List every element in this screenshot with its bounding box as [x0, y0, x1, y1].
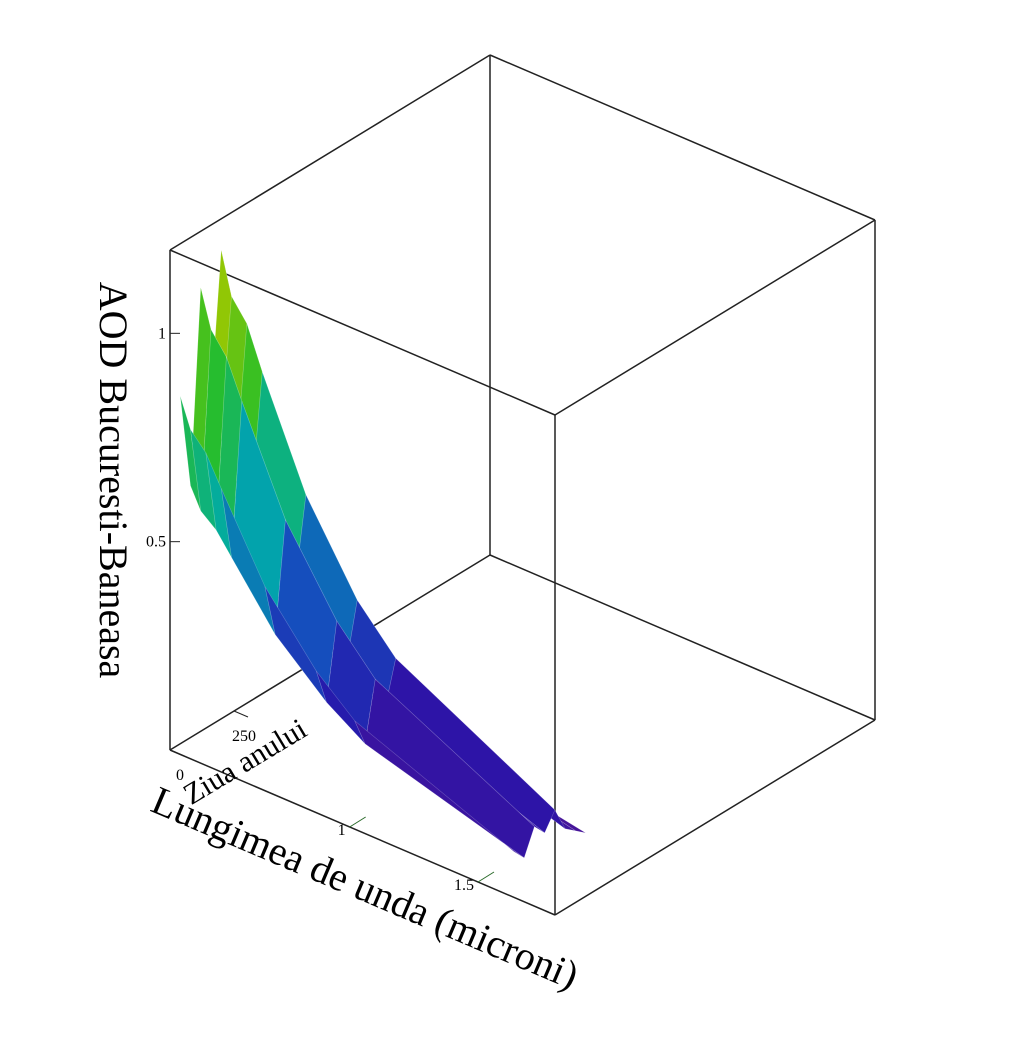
x-tick-label: 1 [338, 822, 346, 839]
box-edge [489, 554, 876, 721]
box-edge [554, 719, 876, 916]
x-tick [349, 816, 366, 828]
box-edge [554, 219, 876, 416]
box-edge [169, 249, 556, 416]
x-tick-label: 1.5 [454, 877, 474, 894]
box-edge [169, 749, 556, 916]
z-axis-label: AOD Bucuresti-Baneasa [91, 282, 136, 679]
z-tick-label: 1 [158, 325, 166, 342]
y-tick-label: 0 [176, 767, 184, 784]
y-tick-label: 250 [232, 728, 256, 745]
y-tick [233, 710, 249, 718]
y-tick [169, 749, 185, 757]
surface-cell [354, 720, 525, 859]
z-tick-label: 0.5 [146, 534, 166, 551]
box-edge [489, 54, 876, 221]
box-edge [169, 54, 491, 251]
x-tick [477, 871, 495, 883]
